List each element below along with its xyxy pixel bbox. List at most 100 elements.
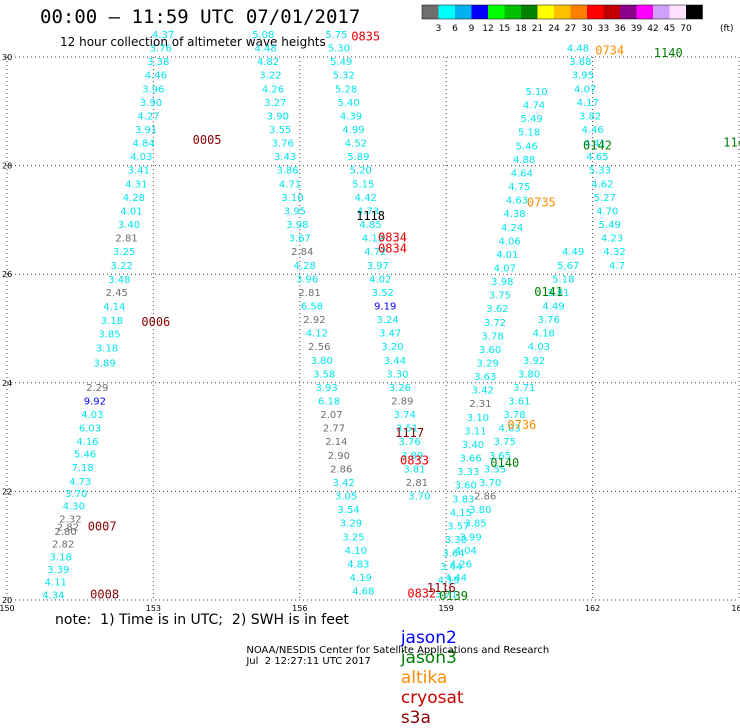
wave-height-value: 4.27 <box>137 111 159 122</box>
footer-note: note: 1) Time is in UTC; 2) SWH is in fe… <box>55 612 349 628</box>
wave-height-value: 4.19 <box>438 576 460 587</box>
wave-height-value: 3.42 <box>333 478 355 489</box>
wave-height-value: 5.32 <box>333 71 355 82</box>
wave-height-value: 3.63 <box>474 372 496 383</box>
wave-height-value: 3.70 <box>408 492 430 503</box>
color-scale-tick: 36 <box>614 24 626 34</box>
wave-height-value: 3.39 <box>47 565 69 576</box>
y-tick-label: 28 <box>2 162 12 171</box>
wave-height-value: 3.88 <box>569 57 591 68</box>
wave-height-value: 4.15 <box>450 508 472 519</box>
wave-height-value: 3.67 <box>289 234 311 245</box>
wave-height-value: 5.49 <box>330 57 352 68</box>
x-tick-label: 159 <box>439 604 454 613</box>
wave-height-value: 4.12 <box>306 329 328 340</box>
wave-height-value: 3.29 <box>340 519 362 530</box>
wave-height-value: 3.96 <box>142 84 164 95</box>
color-scale-swatch <box>537 5 554 19</box>
pass-time-label: 0005 <box>193 133 222 147</box>
color-scale-tick: 45 <box>664 24 675 34</box>
wave-height-value: 5.67 <box>557 261 579 272</box>
wave-height-value: 3.82 <box>579 111 601 122</box>
wave-height-value: 4.84 <box>133 139 155 150</box>
color-scale-swatch <box>422 5 439 19</box>
wave-height-value: 2.82 <box>57 522 79 533</box>
y-tick-label: 30 <box>2 53 12 62</box>
wave-height-value: 5.18 <box>552 274 574 285</box>
color-scale-tick: 9 <box>469 24 475 34</box>
wave-height-value: 4.42 <box>355 193 377 204</box>
wave-height-value: 2.89 <box>391 397 413 408</box>
wave-height-value: 3.11 <box>464 426 486 437</box>
pass-time-label: 0139 <box>439 589 468 603</box>
wave-height-value: 3.10 <box>467 413 489 424</box>
wave-height-value: 3.51 <box>396 424 418 435</box>
wave-height-value: 4.28 <box>294 261 316 272</box>
wave-height-value: 4.03 <box>81 410 103 421</box>
color-scale-swatch <box>669 5 686 19</box>
wave-height-value: 5.27 <box>594 193 616 204</box>
wave-height-value: 4.99 <box>342 125 364 136</box>
wave-height-value: 3.52 <box>372 288 394 299</box>
wave-height-value: 4.88 <box>513 155 535 166</box>
wave-height-value: 4.18 <box>533 329 555 340</box>
wave-height-value: 3.80 <box>518 369 540 380</box>
wave-height-value: 4.39 <box>340 111 362 122</box>
wave-height-value: 3.18 <box>50 552 72 563</box>
wave-height-value: 3.80 <box>311 356 333 367</box>
wave-height-value: 4.7 <box>609 261 625 272</box>
color-scale-swatch <box>554 5 571 19</box>
wave-height-value: 3.44 <box>440 562 462 573</box>
color-scale-swatch <box>587 5 604 19</box>
wave-height-value: 3.41 <box>128 166 150 177</box>
wave-height-value: 3.90 <box>140 98 162 109</box>
wave-height-value: 3.58 <box>313 369 335 380</box>
wave-height-value: 2.81 <box>298 288 320 299</box>
wave-height-value: 4.19 <box>350 573 372 584</box>
wave-height-value: 4.06 <box>499 236 521 247</box>
wave-height-value: 3.85 <box>98 330 120 341</box>
wave-height-value: 9.19 <box>374 301 396 312</box>
wave-height-value: 4.31 <box>125 179 147 190</box>
wave-height-value: 4.04 <box>455 546 477 557</box>
wave-height-value: 3.89 <box>401 451 423 462</box>
wave-height-value: 4.03 <box>499 424 521 435</box>
wave-height-value: 4.83 <box>347 559 369 570</box>
wave-height-value: 4.49 <box>542 301 564 312</box>
pass-time-label: 114 <box>723 136 740 150</box>
color-scale-tick: 6 <box>452 24 458 34</box>
wave-height-value: 5.15 <box>352 179 374 190</box>
y-tick-label: 20 <box>2 596 12 605</box>
wave-height-value: 3.81 <box>403 464 425 475</box>
wave-height-value: 3.65 <box>489 451 511 462</box>
wave-height-value: 3.48 <box>108 275 130 286</box>
color-scale-tick: 27 <box>565 24 576 34</box>
page-title: 00:00 – 11:59 UTC 07/01/2017 <box>40 6 361 28</box>
wave-height-value: 3.96 <box>296 274 318 285</box>
wave-height-value: 4.34 <box>42 590 64 601</box>
wave-height-value: 3.90 <box>267 111 289 122</box>
wave-height-value: 4.46 <box>581 125 603 136</box>
pass-time-label: 0140 <box>490 456 519 470</box>
color-scale-swatch <box>455 5 472 19</box>
wave-height-value: 3.30 <box>445 535 467 546</box>
wave-height-value: 5.30 <box>328 44 350 55</box>
wave-height-value: 5.49 <box>599 220 621 231</box>
wave-height-value: 3.97 <box>367 261 389 272</box>
wave-height-value: 3.95 <box>284 206 306 217</box>
wave-height-value: 5.46 <box>74 450 96 461</box>
color-scale-tick: 70 <box>680 24 692 34</box>
wave-height-value: 5.75 <box>325 30 347 41</box>
credit-timestamp: Jul 2 12:27:11 UTC 2017 <box>246 656 371 667</box>
wave-height-value: 3.66 <box>459 454 481 465</box>
wave-height-value: 4.70 <box>596 206 618 217</box>
wave-height-value: 3.55 <box>484 464 506 475</box>
color-scale-tick: 12 <box>482 24 493 34</box>
wave-height-value: 4.85 <box>359 220 381 231</box>
wave-height-value: 2.84 <box>291 247 313 258</box>
wave-height-value: 4.01 <box>496 250 518 261</box>
wave-height-value: 2.81 <box>406 478 428 489</box>
wave-height-value: 4.16 <box>76 437 98 448</box>
color-scale-swatch <box>521 5 538 19</box>
wave-height-value: 3.42 <box>472 386 494 397</box>
